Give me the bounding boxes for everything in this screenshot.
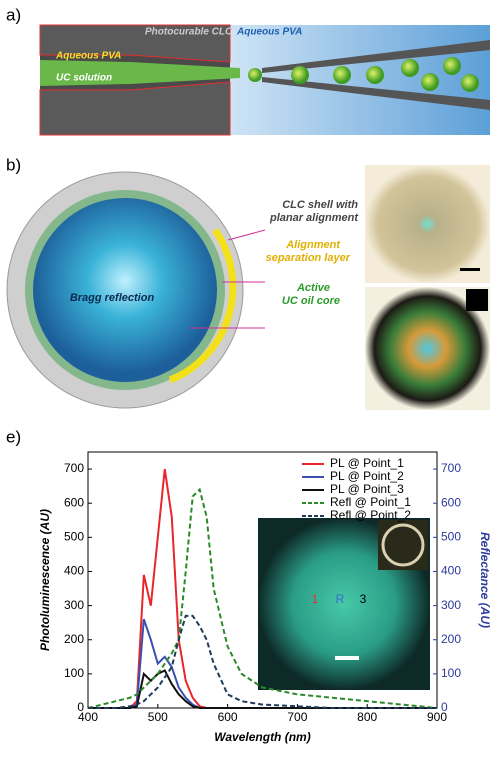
polarizer-icon <box>466 289 488 311</box>
label: separation layer <box>266 252 351 264</box>
panel-b: Bragg reflection CLC shell with planar a… <box>7 172 359 408</box>
panel-label: a) <box>6 5 21 24</box>
x-tick-label: 700 <box>287 710 307 724</box>
capillary <box>40 82 230 135</box>
y2-tick-label: 500 <box>441 530 461 544</box>
y-tick-label: 200 <box>64 632 84 646</box>
inset-label: 1 <box>312 592 319 606</box>
y2-tick-label: 700 <box>441 461 461 475</box>
inset-label: 3 <box>360 592 367 606</box>
y2-tick-label: 400 <box>441 564 461 578</box>
y2-tick-label: 600 <box>441 495 461 509</box>
x-tick-label: 500 <box>148 710 168 724</box>
scale-bar <box>460 268 480 271</box>
label: UC oil core <box>282 295 340 307</box>
panel-label: b) <box>6 155 21 174</box>
legend-label: Refl @ Point_2 <box>330 508 411 522</box>
micrograph <box>365 165 490 283</box>
y2-tick-label: 200 <box>441 632 461 646</box>
y2-tick-label: 100 <box>441 666 461 680</box>
label: CLC shell with <box>282 199 358 211</box>
y2-tick-label: 0 <box>441 700 448 714</box>
core <box>33 198 217 382</box>
legend-label: Refl @ Point_1 <box>330 495 411 509</box>
y-tick-label: 0 <box>77 700 84 714</box>
panel-label: e) <box>6 427 21 446</box>
label: Aqueous PVA <box>236 27 302 38</box>
label: Active <box>296 282 330 294</box>
y2-tick-label: 300 <box>441 598 461 612</box>
legend-label: PL @ Point_3 <box>330 482 404 496</box>
inset-label: R <box>336 592 345 606</box>
x-tick-label: 600 <box>218 710 238 724</box>
y-tick-label: 100 <box>64 666 84 680</box>
y-tick-label: 600 <box>64 495 84 509</box>
inset: 1 R 3 <box>258 518 430 690</box>
label: planar alignment <box>269 212 359 224</box>
y-tick-label: 300 <box>64 598 84 612</box>
figure: a) b) c) d) e) Photocurable CLC Aqueous … <box>0 0 494 752</box>
y-axis-title: Photoluminescence (AU) <box>38 509 52 651</box>
x-tick-label: 800 <box>357 710 377 724</box>
y-tick-label: 400 <box>64 564 84 578</box>
y2-axis-title: Reflectance (AU) <box>478 532 492 628</box>
y-tick-label: 500 <box>64 530 84 544</box>
label: Alignment <box>285 239 341 251</box>
y-tick-label: 700 <box>64 461 84 475</box>
label: Photocurable CLC <box>145 27 233 38</box>
label: Bragg reflection <box>70 292 155 304</box>
x-axis-title: Wavelength (nm) <box>214 730 310 744</box>
panel-a: Photocurable CLC Aqueous PVA Aqueous PVA… <box>40 25 490 135</box>
label: Aqueous PVA <box>55 51 121 62</box>
label: UC solution <box>56 73 112 84</box>
legend-label: PL @ Point_2 <box>330 469 404 483</box>
legend-label: PL @ Point_1 <box>330 456 404 470</box>
